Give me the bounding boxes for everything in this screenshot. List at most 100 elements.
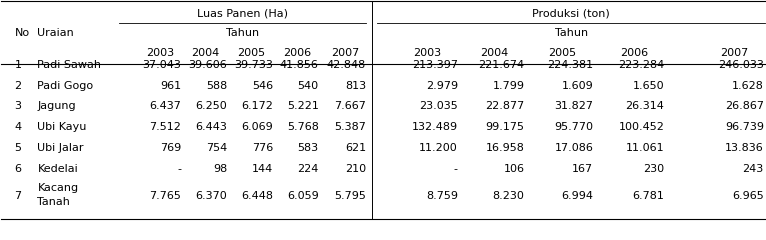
Text: 100.452: 100.452 [618, 122, 664, 132]
Text: 210: 210 [345, 164, 366, 174]
Text: 583: 583 [298, 143, 319, 153]
Text: 5.768: 5.768 [287, 122, 319, 132]
Text: 8.230: 8.230 [493, 191, 525, 201]
Text: 6.250: 6.250 [195, 101, 227, 111]
Text: 6.781: 6.781 [633, 191, 664, 201]
Text: 2004: 2004 [192, 48, 220, 58]
Text: 11.200: 11.200 [419, 143, 458, 153]
Text: 776: 776 [252, 143, 273, 153]
Text: 2: 2 [15, 81, 21, 91]
Text: 754: 754 [206, 143, 227, 153]
Text: 221.674: 221.674 [478, 60, 525, 70]
Text: 621: 621 [345, 143, 366, 153]
Text: Tahun: Tahun [226, 29, 259, 38]
Text: Ubi Jalar: Ubi Jalar [38, 143, 84, 153]
Text: 5.221: 5.221 [287, 101, 319, 111]
Text: Luas Panen (Ha): Luas Panen (Ha) [197, 8, 288, 18]
Text: 246.033: 246.033 [718, 60, 764, 70]
Text: Uraian: Uraian [38, 29, 74, 38]
Text: 26.314: 26.314 [626, 101, 664, 111]
Text: 540: 540 [298, 81, 319, 91]
Text: 1.628: 1.628 [732, 81, 764, 91]
Text: 5.795: 5.795 [334, 191, 366, 201]
Text: 224.381: 224.381 [547, 60, 594, 70]
Text: 224: 224 [297, 164, 319, 174]
Text: Tahun: Tahun [555, 29, 588, 38]
Text: 588: 588 [206, 81, 227, 91]
Text: 6.059: 6.059 [287, 191, 319, 201]
Text: 4: 4 [15, 122, 21, 132]
Text: 230: 230 [643, 164, 664, 174]
Text: 6.994: 6.994 [561, 191, 594, 201]
Text: 2.979: 2.979 [426, 81, 458, 91]
Text: 2006: 2006 [620, 48, 648, 58]
Text: 243: 243 [742, 164, 764, 174]
Text: 961: 961 [160, 81, 181, 91]
Text: 7.512: 7.512 [149, 122, 181, 132]
Text: 6.172: 6.172 [241, 101, 273, 111]
Text: 6.437: 6.437 [149, 101, 181, 111]
Text: -: - [177, 164, 181, 174]
Text: 37.043: 37.043 [142, 60, 181, 70]
Text: 39.733: 39.733 [234, 60, 273, 70]
Text: 769: 769 [160, 143, 181, 153]
Text: Tanah: Tanah [38, 197, 70, 207]
Text: 3: 3 [15, 101, 21, 111]
Text: No: No [15, 29, 30, 38]
Text: 22.877: 22.877 [485, 101, 525, 111]
Text: 132.489: 132.489 [412, 122, 458, 132]
Text: 6.965: 6.965 [732, 191, 764, 201]
Text: 2004: 2004 [480, 48, 508, 58]
Text: 223.284: 223.284 [618, 60, 664, 70]
Text: Kacang: Kacang [38, 183, 79, 193]
Text: 6: 6 [15, 164, 21, 174]
Text: 17.086: 17.086 [555, 143, 594, 153]
Text: 98: 98 [213, 164, 227, 174]
Text: 42.848: 42.848 [327, 60, 366, 70]
Text: 2005: 2005 [548, 48, 577, 58]
Text: 1.650: 1.650 [633, 81, 664, 91]
Text: 7.667: 7.667 [334, 101, 366, 111]
Text: 813: 813 [345, 81, 366, 91]
Text: Padi Sawah: Padi Sawah [38, 60, 101, 70]
Text: Kedelai: Kedelai [38, 164, 78, 174]
Text: 99.175: 99.175 [486, 122, 525, 132]
Text: 1.799: 1.799 [493, 81, 525, 91]
Text: 106: 106 [503, 164, 525, 174]
Text: 7: 7 [15, 191, 21, 201]
Text: Produksi (ton): Produksi (ton) [532, 8, 610, 18]
Text: 144: 144 [252, 164, 273, 174]
Text: -: - [454, 164, 458, 174]
Text: 26.867: 26.867 [725, 101, 764, 111]
Text: 41.856: 41.856 [280, 60, 319, 70]
Text: 2003: 2003 [414, 48, 441, 58]
Text: 6.448: 6.448 [241, 191, 273, 201]
Text: 16.958: 16.958 [486, 143, 525, 153]
Text: 96.739: 96.739 [725, 122, 764, 132]
Text: 2005: 2005 [237, 48, 266, 58]
Text: Padi Gogo: Padi Gogo [38, 81, 93, 91]
Text: 2003: 2003 [146, 48, 174, 58]
Text: 6.069: 6.069 [241, 122, 273, 132]
Text: 6.370: 6.370 [195, 191, 227, 201]
Text: 2007: 2007 [331, 48, 359, 58]
Text: 95.770: 95.770 [555, 122, 594, 132]
Text: 2007: 2007 [721, 48, 749, 58]
Text: 39.606: 39.606 [188, 60, 227, 70]
Text: 23.035: 23.035 [419, 101, 458, 111]
Text: 1: 1 [15, 60, 21, 70]
Text: 13.836: 13.836 [725, 143, 764, 153]
Text: 5.387: 5.387 [334, 122, 366, 132]
Text: 6.443: 6.443 [195, 122, 227, 132]
Text: 8.759: 8.759 [426, 191, 458, 201]
Text: 31.827: 31.827 [555, 101, 594, 111]
Text: Ubi Kayu: Ubi Kayu [38, 122, 87, 132]
Text: Jagung: Jagung [38, 101, 76, 111]
Text: 11.061: 11.061 [626, 143, 664, 153]
Text: 213.397: 213.397 [412, 60, 458, 70]
Text: 546: 546 [252, 81, 273, 91]
Text: 2006: 2006 [283, 48, 312, 58]
Text: 167: 167 [572, 164, 594, 174]
Text: 5: 5 [15, 143, 21, 153]
Text: 7.765: 7.765 [149, 191, 181, 201]
